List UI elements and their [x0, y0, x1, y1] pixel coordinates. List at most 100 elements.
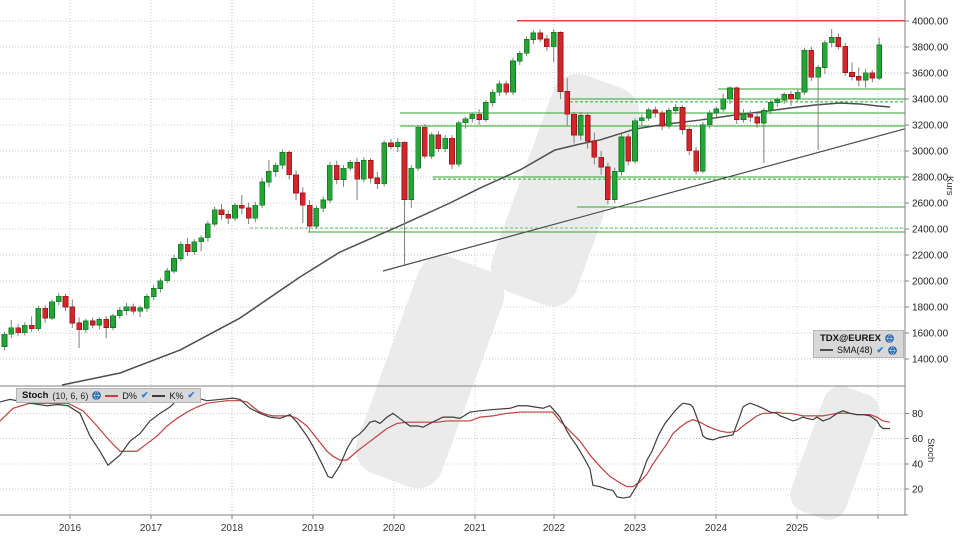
stoch-tick-label: 80: [912, 409, 924, 420]
sma-row: SMA(48) ✔: [820, 345, 897, 355]
price-tick-label: 1800.00: [912, 303, 949, 314]
stoch-k-line: [0, 393, 890, 499]
candle: [333, 160, 340, 185]
candle: [530, 29, 537, 45]
candle: [252, 201, 259, 223]
price-tick-label: 2000.00: [912, 277, 949, 288]
year-label: 2023: [624, 523, 647, 534]
candles-layer: [1, 29, 882, 351]
stoch-panel-legend[interactable]: Stoch (10, 6, 6) D% ✔ K% ✔: [16, 388, 202, 403]
candle: [605, 162, 611, 205]
candle: [1, 331, 8, 351]
candle: [632, 118, 638, 164]
candle: [76, 317, 82, 348]
stoch-tick-label: 40: [912, 459, 924, 470]
candle: [198, 235, 204, 252]
candle: [435, 131, 442, 153]
stochastic-layer: [0, 393, 891, 499]
candle: [238, 194, 245, 215]
candle: [618, 133, 625, 176]
candle: [686, 127, 693, 156]
candle: [700, 122, 706, 174]
price-tick-label: 2200.00: [912, 251, 949, 262]
candle: [523, 36, 530, 56]
candle: [381, 140, 387, 187]
candle: [415, 125, 421, 171]
globe-icon[interactable]: [885, 334, 894, 343]
candle: [69, 299, 76, 328]
sma-line-sample: [820, 349, 833, 351]
k-label: K%: [169, 390, 184, 401]
price-tick-label: 1600.00: [912, 329, 949, 340]
candle: [205, 220, 211, 242]
candle: [8, 320, 15, 339]
candle: [754, 113, 760, 128]
candle: [327, 162, 333, 203]
price-tick-label: 4000.00: [912, 17, 949, 28]
candle: [394, 138, 401, 153]
candle: [449, 135, 455, 169]
price-tick-label: 1400.00: [912, 355, 949, 366]
candle: [489, 89, 496, 107]
candle: [794, 89, 801, 102]
candle: [496, 80, 503, 97]
candle: [279, 149, 286, 169]
candle: [388, 139, 394, 150]
price-panel-legend[interactable]: TDX@EUREX SMA(48) ✔: [813, 330, 905, 358]
candle: [652, 106, 659, 118]
candle: [272, 162, 279, 177]
candle: [483, 100, 489, 123]
candle: [842, 42, 849, 76]
axes: [0, 0, 908, 516]
candle: [232, 202, 238, 221]
candle: [855, 67, 862, 87]
candle: [557, 31, 564, 100]
price-axis-title: Kurs: [944, 176, 955, 196]
candle: [42, 305, 48, 323]
k-visibility-checkbox[interactable]: ✔: [187, 390, 196, 400]
candle: [116, 307, 123, 319]
globe-icon[interactable]: [888, 345, 897, 355]
d-visibility-checkbox[interactable]: ✔: [140, 390, 149, 400]
candle: [110, 313, 116, 331]
candle: [476, 109, 482, 125]
sma-visibility-checkbox[interactable]: ✔: [876, 344, 885, 355]
candle: [862, 68, 869, 88]
candle: [571, 111, 577, 144]
candle: [306, 200, 313, 232]
candle: [15, 324, 21, 337]
candle: [849, 62, 855, 81]
price-tick-label: 2800.00: [912, 173, 949, 184]
candle: [347, 160, 354, 171]
candle: [801, 48, 808, 95]
price-tick-label: 3600.00: [912, 69, 949, 80]
candle: [428, 132, 435, 160]
k-line-sample: [152, 394, 166, 397]
price-tick-label: 3400.00: [912, 95, 949, 106]
candle: [259, 178, 265, 208]
globe-icon[interactable]: [92, 391, 102, 400]
candle: [401, 141, 408, 266]
candle: [767, 100, 774, 115]
candle: [706, 110, 713, 129]
candle: [611, 167, 618, 203]
candle: [49, 299, 55, 320]
candle: [218, 204, 225, 220]
candle: [727, 86, 733, 104]
price-tick-label: 2400.00: [912, 225, 949, 236]
candle: [462, 116, 469, 129]
candle: [211, 206, 218, 227]
candle: [191, 239, 198, 255]
price-tick-label: 3800.00: [912, 43, 949, 54]
stoch-axis: 80 60 40 20 Stoch: [905, 409, 936, 496]
symbol-label: TDX@EUREX: [820, 333, 881, 344]
candle: [340, 165, 347, 187]
candle: [157, 278, 164, 293]
candle: [639, 114, 645, 127]
candle: [225, 210, 232, 225]
candle: [442, 135, 448, 153]
candle: [408, 165, 415, 208]
watermark-logo: [355, 73, 880, 520]
